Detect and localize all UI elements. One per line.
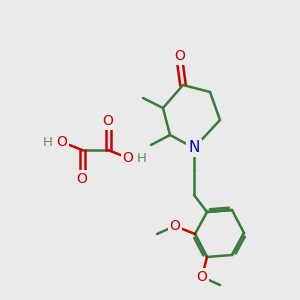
Text: O: O [123,151,134,165]
Text: O: O [175,49,185,63]
Text: O: O [57,135,68,149]
Text: H: H [43,136,53,148]
Text: N: N [188,140,200,155]
Text: O: O [169,219,180,233]
Text: O: O [103,114,113,128]
Text: H: H [137,152,147,164]
Text: O: O [76,172,87,186]
Text: O: O [196,270,207,284]
